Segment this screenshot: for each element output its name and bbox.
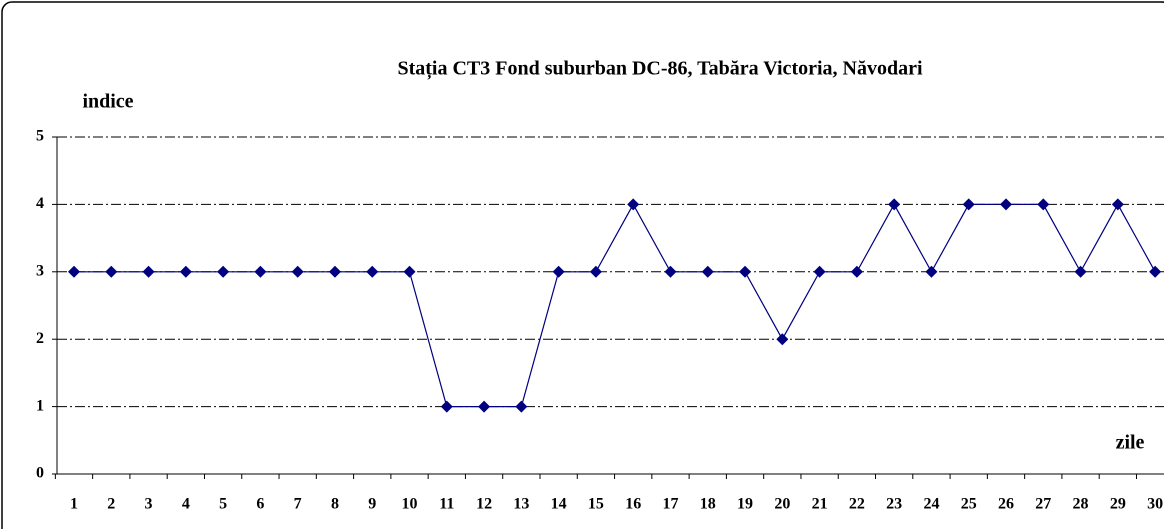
x-tick-label: 28: [1073, 496, 1089, 513]
x-tick-label: 4: [182, 496, 190, 513]
marker: [776, 333, 789, 346]
x-tick-label: 21: [812, 496, 828, 513]
x-tick-label: 29: [1110, 496, 1126, 513]
marker: [291, 265, 304, 278]
x-tick-label: 22: [849, 496, 865, 513]
marker: [515, 400, 528, 413]
y-tick-label: 1: [36, 397, 44, 414]
x-tick-label: 15: [588, 496, 604, 513]
x-tick-label: 10: [402, 496, 418, 513]
marker: [1149, 265, 1162, 278]
marker: [403, 265, 416, 278]
x-tick-label: 13: [513, 496, 529, 513]
marker: [254, 265, 267, 278]
y-tick-label: 4: [36, 195, 44, 212]
x-tick-label: 27: [1035, 496, 1051, 513]
x-tick-label: 18: [700, 496, 716, 513]
x-tick-label: 20: [774, 496, 790, 513]
x-tick-label: 6: [256, 496, 264, 513]
x-tick-label: 30: [1147, 496, 1163, 513]
marker: [1111, 198, 1124, 211]
marker: [179, 265, 192, 278]
marker: [217, 265, 230, 278]
marker: [813, 265, 826, 278]
x-tick-label: 1: [70, 496, 78, 513]
marker: [440, 400, 453, 413]
x-tick-label: 9: [368, 496, 376, 513]
marker: [739, 265, 752, 278]
x-tick-label: 25: [961, 496, 977, 513]
marker: [366, 265, 379, 278]
marker: [142, 265, 155, 278]
marker: [478, 400, 491, 413]
x-axis-label: zile: [1116, 432, 1145, 454]
x-tick-label: 14: [551, 496, 567, 513]
marker: [328, 265, 341, 278]
marker: [664, 265, 677, 278]
x-tick-label: 16: [625, 496, 641, 513]
marker: [1000, 198, 1012, 211]
x-tick-label: 17: [662, 496, 678, 513]
y-tick-label: 0: [36, 465, 44, 482]
marker: [962, 198, 975, 211]
x-tick-label: 7: [294, 496, 302, 513]
x-tick-label: 24: [923, 496, 939, 513]
x-tick-label: 23: [886, 496, 902, 513]
x-tick-label: 19: [737, 496, 753, 513]
marker: [68, 265, 80, 278]
marker: [627, 198, 640, 211]
y-tick-label: 3: [36, 262, 44, 279]
x-tick-label: 2: [107, 496, 115, 513]
marker: [701, 265, 714, 278]
marker: [850, 265, 863, 278]
chart-title: Stația CT3 Fond suburban DC-86, Tabăra V…: [397, 58, 923, 81]
x-tick-label: 26: [998, 496, 1014, 513]
marker: [1074, 265, 1087, 278]
marker: [888, 198, 901, 211]
x-tick-label: 5: [219, 496, 227, 513]
y-tick-label: 2: [36, 330, 44, 347]
x-tick-label: 11: [439, 496, 454, 513]
marker: [1037, 198, 1050, 211]
x-tick-label: 8: [331, 496, 339, 513]
y-tick-label: 5: [36, 128, 44, 145]
line: [74, 203, 1156, 408]
x-tick-label: 3: [145, 496, 153, 513]
marker: [552, 265, 565, 278]
marker: [105, 265, 118, 278]
y-axis-label: indice: [82, 91, 133, 113]
marker: [589, 265, 602, 278]
marker: [925, 265, 938, 278]
x-tick-label: 12: [476, 496, 492, 513]
